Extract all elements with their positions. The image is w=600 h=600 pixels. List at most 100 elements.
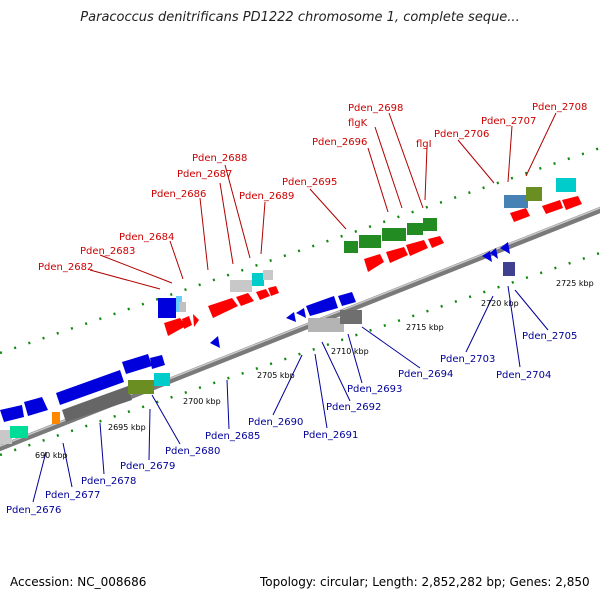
gene-label[interactable]: Pden_2685 xyxy=(205,431,260,442)
gene-label[interactable]: Pden_2687 xyxy=(177,169,232,180)
scale-label: 2725 kbp xyxy=(556,279,594,288)
gene-feature[interactable] xyxy=(359,235,381,248)
forward-genes xyxy=(158,178,582,336)
gene-feature[interactable] xyxy=(386,247,408,263)
gene-feature[interactable] xyxy=(428,236,444,248)
bottom-leader-lines xyxy=(32,285,549,503)
accession-label: Accession: NC_008686 xyxy=(10,575,147,589)
gene-feature[interactable] xyxy=(230,280,252,292)
lower-track-ticks xyxy=(0,251,600,457)
gene-label[interactable]: Pden_2707 xyxy=(481,116,536,127)
topology-info: Topology: circular; Length: 2,852,282 bp… xyxy=(260,575,590,589)
gene-label[interactable]: Pden_2678 xyxy=(81,476,136,487)
gene-feature[interactable] xyxy=(236,293,254,306)
gene-feature[interactable] xyxy=(364,254,384,272)
gene-label[interactable]: Pden_2680 xyxy=(165,446,220,457)
gene-feature[interactable] xyxy=(556,178,576,192)
bottom-gene-labels: Pden_2676 Pden_2677 Pden_2678 Pden_2679 … xyxy=(6,331,577,516)
gene-feature[interactable] xyxy=(0,430,12,444)
gene-feature[interactable] xyxy=(490,248,498,259)
gene-feature[interactable] xyxy=(210,336,220,348)
gene-label[interactable]: Pden_2705 xyxy=(522,331,577,342)
gene-feature[interactable] xyxy=(24,397,48,416)
gene-feature[interactable] xyxy=(308,318,344,332)
gene-label[interactable]: Pden_2690 xyxy=(248,417,303,428)
gene-feature[interactable] xyxy=(504,195,528,208)
gene-feature[interactable] xyxy=(182,316,192,329)
scale-label: 2695 kbp xyxy=(108,423,146,432)
gene-feature[interactable] xyxy=(52,412,60,424)
gene-feature[interactable] xyxy=(286,312,296,322)
gene-feature[interactable] xyxy=(193,314,199,327)
gene-label[interactable]: Pden_2693 xyxy=(347,384,402,395)
gene-feature[interactable] xyxy=(482,251,492,262)
gene-feature[interactable] xyxy=(208,298,238,318)
gene-feature[interactable] xyxy=(150,355,165,369)
gene-label[interactable]: flgI xyxy=(416,139,432,150)
scale-label: 2720 kbp xyxy=(481,299,519,308)
gene-feature[interactable] xyxy=(542,200,563,214)
gene-feature[interactable] xyxy=(344,241,358,253)
reverse-genes xyxy=(0,242,515,444)
gene-feature[interactable] xyxy=(56,370,124,405)
gene-label[interactable]: Pden_2683 xyxy=(80,246,135,257)
gene-label[interactable]: flgK xyxy=(348,118,368,129)
gene-feature[interactable] xyxy=(62,386,132,422)
gene-feature[interactable] xyxy=(263,270,273,280)
gene-feature[interactable] xyxy=(340,310,362,324)
gene-label[interactable]: Pden_2708 xyxy=(532,102,587,113)
gene-feature[interactable] xyxy=(423,218,437,231)
scale-labels: 690 kbp 2695 kbp 2700 kbp 2705 kbp 2710 … xyxy=(35,279,594,460)
gene-label[interactable]: Pden_2703 xyxy=(440,354,495,365)
gene-feature[interactable] xyxy=(268,286,279,296)
scale-label: 2715 kbp xyxy=(406,323,444,332)
gene-label[interactable]: Pden_2691 xyxy=(303,430,358,441)
top-gene-labels: Pden_2682 Pden_2683 Pden_2684 Pden_2686 … xyxy=(38,102,587,273)
gene-label[interactable]: Pden_2704 xyxy=(496,370,551,381)
gene-feature[interactable] xyxy=(179,302,186,312)
gene-feature[interactable] xyxy=(503,262,515,276)
gene-feature[interactable] xyxy=(164,318,186,336)
gene-feature[interactable] xyxy=(128,380,154,394)
gene-label[interactable]: Pden_2677 xyxy=(45,490,100,501)
gene-feature[interactable] xyxy=(296,308,306,318)
gene-feature[interactable] xyxy=(122,354,152,374)
scale-label: 2710 kbp xyxy=(331,347,369,356)
gene-feature[interactable] xyxy=(562,196,582,210)
gene-feature[interactable] xyxy=(338,292,356,306)
gene-feature[interactable] xyxy=(10,426,28,438)
gene-feature[interactable] xyxy=(500,242,510,254)
gene-label[interactable]: Pden_2686 xyxy=(151,189,206,200)
gene-label[interactable]: Pden_2706 xyxy=(434,129,489,140)
gene-feature[interactable] xyxy=(256,289,270,300)
gene-feature[interactable] xyxy=(510,208,530,222)
gene-label[interactable]: Pden_2696 xyxy=(312,137,367,148)
gene-label[interactable]: Pden_2698 xyxy=(348,103,403,114)
gene-feature[interactable] xyxy=(406,240,428,256)
gene-feature[interactable] xyxy=(0,405,24,422)
gene-feature[interactable] xyxy=(407,223,423,235)
gene-label[interactable]: Pden_2688 xyxy=(192,153,247,164)
top-leader-lines xyxy=(89,112,557,290)
gene-label[interactable]: Pden_2682 xyxy=(38,262,93,273)
gene-label[interactable]: Pden_2676 xyxy=(6,505,61,516)
gene-label[interactable]: Pden_2692 xyxy=(326,402,381,413)
gene-label[interactable]: Pden_2694 xyxy=(398,369,453,380)
gene-label[interactable]: Pden_2689 xyxy=(239,191,294,202)
gene-feature[interactable] xyxy=(252,273,264,286)
gene-label[interactable]: Pden_2684 xyxy=(119,232,174,243)
gene-feature[interactable] xyxy=(158,298,176,318)
gene-feature[interactable] xyxy=(382,228,406,241)
upper-track-ticks xyxy=(0,146,600,355)
gene-label[interactable]: Pden_2695 xyxy=(282,177,337,188)
gene-feature[interactable] xyxy=(154,373,170,386)
scale-label: 690 kbp xyxy=(35,451,68,460)
scale-label: 2700 kbp xyxy=(183,397,221,406)
map-title: Paracoccus denitrificans PD1222 chromoso… xyxy=(80,10,520,25)
gene-feature[interactable] xyxy=(526,187,542,201)
gene-label[interactable]: Pden_2679 xyxy=(120,461,175,472)
gene-feature[interactable] xyxy=(306,296,338,316)
scale-label: 2705 kbp xyxy=(257,371,295,380)
